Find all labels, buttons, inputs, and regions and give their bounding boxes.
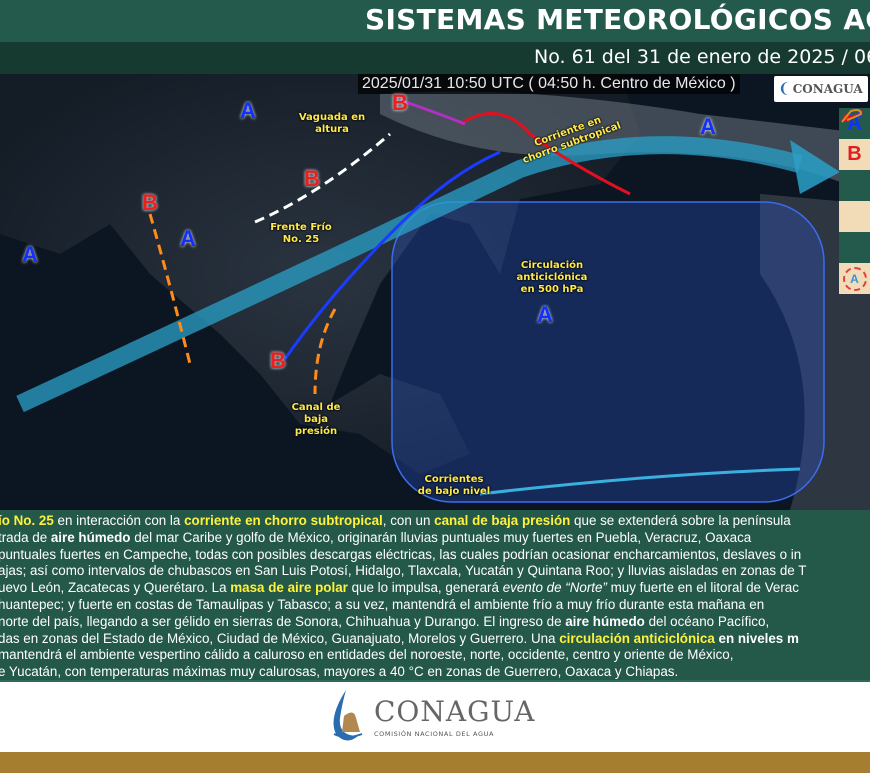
- bulletin-line: uevo León, Zacatecas y Querétaro. La mas…: [0, 579, 799, 597]
- high-pressure-marker: A: [240, 98, 256, 123]
- trough-low-pressure-channel: [148, 213, 192, 365]
- bulletin-line: huantepec; y fuerte en costas de Tamauli…: [0, 596, 764, 614]
- highlighted-term: masa de aire polar: [230, 580, 348, 596]
- bulletin-text-segment: mantendrá el ambiente vespertino cálido …: [0, 647, 734, 663]
- conagua-emblem-icon: [333, 690, 363, 741]
- trough-icon: [839, 109, 870, 263]
- bulletin-text-segment: evento de “Norte”: [502, 580, 607, 596]
- jet-stream-arrow: [16, 136, 803, 413]
- bulletin-text-segment: muy fuerte en el litoral de Verac: [606, 580, 799, 596]
- cold-front-icon: [839, 110, 870, 201]
- bulletin-text-segment: uevo León, Zacatecas y Querétaro. La: [0, 580, 231, 596]
- low-pressure-marker: B: [304, 166, 320, 191]
- anticyclone-area: [391, 201, 825, 503]
- title-bar: SISTEMAS METEOROLÓGICOS ACTU: [0, 0, 870, 42]
- bulletin-text-segment: puntuales fuertes en Campeche, todas con…: [0, 546, 802, 562]
- bulletin-text-segment: aire húmedo: [50, 529, 131, 545]
- bulletin-text-segment: norte del país, llegando a ser gélido en…: [0, 613, 566, 629]
- satellite-map: 2025/01/31 10:50 UTC ( 04:50 h. Centro d…: [0, 74, 870, 510]
- footer-gold-bar: [0, 752, 870, 773]
- label-anticyclone: Circulación anticiclónica en 500 hPa: [516, 260, 588, 295]
- bulletin-line: norte del país, llegando a ser gélido en…: [0, 613, 769, 631]
- highlighted-term: ío No. 25: [0, 513, 54, 528]
- jet-stream-arrowhead: [790, 140, 840, 194]
- low-pressure-marker: B: [270, 348, 286, 373]
- bulletin-line: puntuales fuertes en Campeche, todas con…: [0, 546, 801, 564]
- high-pressure-marker: A: [537, 302, 553, 327]
- trough-low-pressure-channel-2: [313, 308, 337, 395]
- drop-icon: ❨: [778, 81, 790, 97]
- highlighted-term: circulación anticiclónica: [559, 630, 715, 646]
- label-vaguada: Vaguada en altura: [298, 112, 366, 135]
- footer: CONAGUA COMISIÓN NACIONAL DEL AGUA: [0, 682, 870, 752]
- conagua-logo-small: ❨ CONAGUA: [774, 76, 868, 102]
- warm-front-line: [459, 112, 631, 196]
- bulletin-line: ío No. 25 en interacción con la corrient…: [0, 512, 791, 530]
- bulletin-text-segment: en interacción con la: [53, 513, 185, 528]
- bulletin-line: das en zonas del Estado de México, Ciuda…: [0, 630, 799, 648]
- occluded-front-line: [399, 98, 466, 126]
- label-low-level-currents: Corrientes de bajo nivel: [417, 474, 491, 497]
- bulletin-text-segment: e Yucatán, con temperaturas máximas muy …: [0, 664, 679, 680]
- bulletin-text-segment: das en zonas del Estado de México, Ciuda…: [0, 630, 560, 646]
- high-pressure-marker: A: [22, 242, 38, 267]
- bulletin-number-date: No. 61 del 31 de enero de 2025 / 06:0: [534, 46, 870, 68]
- land-north-america: [0, 74, 640, 474]
- highlighted-term: corriente en chorro subtropical: [184, 513, 383, 528]
- bulletin-text-segment: ajas; así como intervalos de chubascos e…: [0, 563, 807, 579]
- trough-vaguada: [254, 132, 391, 224]
- high-pressure-marker: A: [700, 114, 716, 139]
- label-frente-frio: Frente Frío No. 25: [270, 222, 332, 245]
- bulletin-text-segment: que lo impulsa, generará: [347, 580, 503, 596]
- bulletin-text-segment: del mar Caribe y golfo de México, origin…: [130, 529, 752, 545]
- stationary-front-icon: [839, 110, 870, 232]
- anticyclone-icon: A: [839, 263, 870, 294]
- bulletin-line: e Yucatán, con temperaturas máximas muy …: [0, 663, 679, 680]
- low-level-currents-arrow: [479, 467, 801, 496]
- high-pressure-icon: A: [839, 108, 870, 139]
- bulletin-text-segment: aire húmedo: [565, 613, 645, 629]
- cold-front-line: [283, 150, 501, 360]
- bulletin-text-segment: que se extenderá sobre la península: [570, 513, 791, 528]
- bulletin-text-segment: trada de: [0, 529, 51, 545]
- bulletin-text-segment: en niveles m: [714, 630, 799, 646]
- map-graphics: [0, 74, 870, 510]
- bulletin-text-segment: del océano Pacífico,: [644, 613, 770, 629]
- bulletin-line: trada de aire húmedo del mar Caribe y go…: [0, 529, 751, 547]
- bulletin-line: mantendrá el ambiente vespertino cálido …: [0, 646, 733, 664]
- image-timestamp: 2025/01/31 10:50 UTC ( 04:50 h. Centro d…: [358, 74, 740, 94]
- low-pressure-icon: B: [839, 139, 870, 170]
- bulletin-line: ajas; así como intervalos de chubascos e…: [0, 562, 806, 580]
- subtitle-bar: No. 61 del 31 de enero de 2025 / 06:0: [0, 42, 870, 74]
- bulletin-text: ío No. 25 en interacción con la corrient…: [0, 510, 870, 682]
- low-pressure-marker: B: [142, 190, 158, 215]
- label-low-channel: Canal de baja presión: [291, 402, 341, 437]
- bulletin-text-segment: , con un: [382, 513, 435, 528]
- high-pressure-marker: A: [180, 226, 196, 251]
- page-title: SISTEMAS METEOROLÓGICOS ACTU: [365, 3, 870, 36]
- conagua-logo: CONAGUA COMISIÓN NACIONAL DEL AGUA: [326, 688, 535, 744]
- highlighted-term: canal de baja presión: [434, 513, 571, 528]
- low-pressure-marker: B: [392, 90, 408, 115]
- bulletin-text-segment: huantepec; y fuerte en costas de Tamauli…: [0, 597, 765, 612]
- map-legend: A B A: [839, 108, 870, 294]
